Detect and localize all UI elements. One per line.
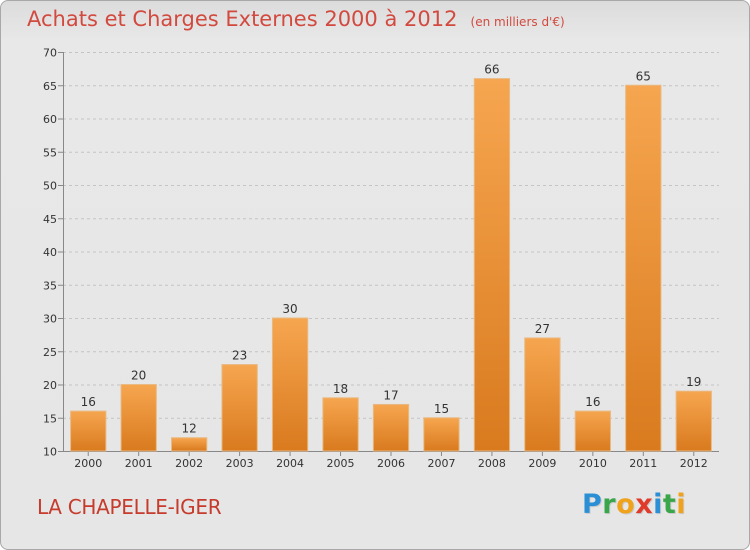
bar <box>221 364 258 452</box>
data-labels: 16 20 12 23 30 18 17 15 66 27 16 65 19 <box>81 63 702 436</box>
x-tick-label: 2007 <box>427 457 455 470</box>
y-tick-label: 70 <box>43 47 57 60</box>
data-label: 17 <box>383 388 398 402</box>
data-label: 19 <box>686 375 701 389</box>
proxiti-logo[interactable]: Proxiti <box>582 489 686 520</box>
chart-subtitle: (en milliers d'€) <box>470 15 565 29</box>
y-tick-label: 45 <box>43 213 57 226</box>
data-label: 66 <box>484 63 499 77</box>
data-label: 12 <box>182 422 197 436</box>
x-tick-label: 2010 <box>579 457 607 470</box>
y-tick-label: 40 <box>43 246 57 259</box>
commune-name: LA CHAPELLE-IGER <box>37 495 222 519</box>
y-tick-label: 30 <box>43 313 57 326</box>
y-tick-label: 25 <box>43 346 57 359</box>
bar <box>372 403 410 452</box>
x-tick-label: 2004 <box>276 457 304 470</box>
data-label: 23 <box>232 349 247 363</box>
bar <box>524 337 561 452</box>
x-tick-label: 2012 <box>680 457 708 470</box>
data-label: 27 <box>535 322 550 336</box>
x-tick-label: 2008 <box>478 457 506 470</box>
y-tick-label: 55 <box>43 146 57 159</box>
x-tick-label: 2005 <box>327 457 355 470</box>
bar <box>574 410 612 452</box>
y-tick-label: 35 <box>43 279 57 292</box>
data-label: 15 <box>434 402 449 416</box>
x-tick-label: 2009 <box>528 457 556 470</box>
logo-letter: t <box>662 489 677 520</box>
logo-letter: o <box>616 489 636 520</box>
data-label: 16 <box>585 395 600 409</box>
bar <box>473 78 511 452</box>
y-tick-label: 65 <box>43 80 57 93</box>
y-tick-label: 15 <box>43 412 57 425</box>
bar <box>120 384 157 452</box>
logo-letter: x <box>635 489 654 520</box>
bar <box>625 84 662 452</box>
x-tick-label: 2000 <box>74 457 102 470</box>
data-label: 16 <box>81 395 96 409</box>
y-tick-label: 10 <box>43 446 57 459</box>
y-tick-label: 20 <box>43 379 57 392</box>
x-tick-label: 2003 <box>226 457 254 470</box>
bar <box>70 410 107 452</box>
x-tick-label: 2011 <box>629 457 657 470</box>
chart-title: Achats et Charges Externes 2000 à 2012 <box>27 7 458 31</box>
data-label: 65 <box>636 69 651 83</box>
y-tick-label: 50 <box>43 180 57 193</box>
logo-letter: r <box>602 489 617 520</box>
x-tick-label: 2006 <box>377 457 405 470</box>
title-row: Achats et Charges Externes 2000 à 2012 (… <box>27 7 565 31</box>
logo-letter: i <box>676 489 687 520</box>
x-tick-label: 2001 <box>125 457 153 470</box>
x-tick-label: 2002 <box>175 457 203 470</box>
data-label: 20 <box>131 369 146 383</box>
bars <box>70 78 712 452</box>
logo-letter: i <box>653 489 663 520</box>
y-tick-label: 60 <box>43 113 57 126</box>
bar <box>322 397 359 452</box>
bar <box>675 390 712 452</box>
bar <box>271 317 309 452</box>
bar <box>423 417 460 452</box>
bar <box>170 437 208 452</box>
data-label: 18 <box>333 382 348 396</box>
logo-letter: P <box>582 489 603 520</box>
data-label: 30 <box>282 302 297 316</box>
